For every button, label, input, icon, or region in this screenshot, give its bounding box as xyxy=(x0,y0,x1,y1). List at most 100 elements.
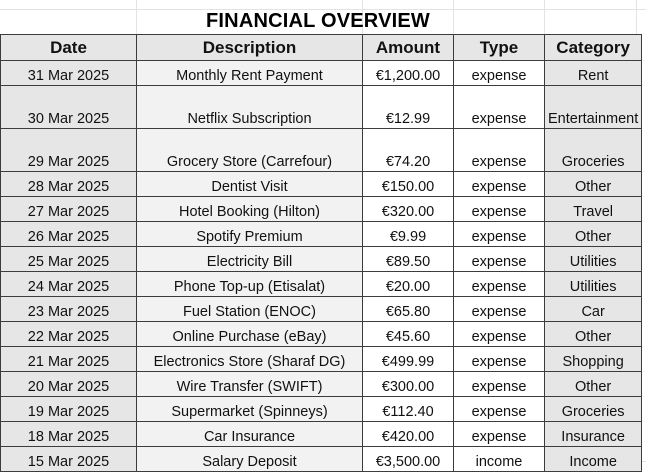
table-row: 20 Mar 2025 Wire Transfer (SWIFT) €300.00 e… xyxy=(0,371,643,397)
category-cell[interactable]: Rent xyxy=(543,60,643,86)
type-cell[interactable]: expense xyxy=(453,128,545,172)
description-cell[interactable]: Supermarket (Spinneys) xyxy=(136,396,363,422)
date-cell[interactable]: 27 Mar 2025 xyxy=(0,196,137,222)
type-cell[interactable]: expense xyxy=(453,396,545,422)
column-header-type[interactable]: Type xyxy=(453,34,545,61)
table-row: 31 Mar 2025 Monthly Rent Payment €1,200.00… xyxy=(0,60,643,86)
description-cell[interactable]: Hotel Booking (Hilton) xyxy=(136,196,363,222)
sheet-title[interactable]: FINANCIAL OVERVIEW xyxy=(206,10,430,32)
date-cell[interactable]: 15 Mar 2025 xyxy=(0,446,137,472)
amount-cell[interactable]: €420.00 xyxy=(362,421,454,447)
category-cell[interactable]: Groceries xyxy=(543,128,643,172)
type-cell[interactable]: expense xyxy=(453,196,545,222)
category-cell[interactable]: Income xyxy=(543,446,643,472)
date-cell[interactable]: 24 Mar 2025 xyxy=(0,271,137,297)
amount-cell[interactable]: €112.40 xyxy=(362,396,454,422)
table-row: 25 Mar 2025 Electricity Bill €89.50 expense… xyxy=(0,246,643,272)
description-cell[interactable]: Electricity Bill xyxy=(136,246,363,272)
type-cell[interactable]: expense xyxy=(453,321,545,347)
column-header-category[interactable]: Category xyxy=(543,34,643,61)
description-cell[interactable]: Salary Deposit xyxy=(136,446,363,472)
column-header-date[interactable]: Date xyxy=(0,34,137,61)
type-cell[interactable]: expense xyxy=(453,271,545,297)
date-cell[interactable]: 28 Mar 2025 xyxy=(0,171,137,197)
table-row: 28 Mar 2025 Dentist Visit €150.00 expense Ot… xyxy=(0,171,643,197)
table-row: 18 Mar 2025 Car Insurance €420.00 expense In… xyxy=(0,421,643,447)
date-cell[interactable]: 26 Mar 2025 xyxy=(0,221,137,247)
description-cell[interactable]: Netflix Subscription xyxy=(136,85,363,129)
date-cell[interactable]: 18 Mar 2025 xyxy=(0,421,137,447)
date-cell[interactable]: 22 Mar 2025 xyxy=(0,321,137,347)
type-cell[interactable]: expense xyxy=(453,221,545,247)
date-cell[interactable]: 29 Mar 2025 xyxy=(0,128,137,172)
table-row: 21 Mar 2025 Electronics Store (Sharaf DG)… xyxy=(0,346,643,372)
date-cell[interactable]: 20 Mar 2025 xyxy=(0,371,137,397)
description-cell[interactable]: Wire Transfer (SWIFT) xyxy=(136,371,363,397)
description-cell[interactable]: Monthly Rent Payment xyxy=(136,60,363,86)
amount-cell[interactable]: €65.80 xyxy=(362,296,454,322)
type-cell[interactable]: expense xyxy=(453,171,545,197)
category-cell[interactable]: Other xyxy=(543,171,643,197)
type-cell[interactable]: income xyxy=(453,446,545,472)
amount-cell[interactable]: €300.00 xyxy=(362,371,454,397)
table-row: 27 Mar 2025 Hotel Booking (Hilton) €320.00… xyxy=(0,196,643,222)
amount-cell[interactable]: €74.20 xyxy=(362,128,454,172)
type-cell[interactable]: expense xyxy=(453,296,545,322)
type-cell[interactable]: expense xyxy=(453,246,545,272)
table-row: 15 Mar 2025 Salary Deposit €3,500.00 income… xyxy=(0,446,643,472)
amount-cell[interactable]: €320.00 xyxy=(362,196,454,222)
description-cell[interactable]: Dentist Visit xyxy=(136,171,363,197)
type-cell[interactable]: expense xyxy=(453,346,545,372)
date-cell[interactable]: 30 Mar 2025 xyxy=(0,85,137,129)
description-cell[interactable]: Spotify Premium xyxy=(136,221,363,247)
amount-cell[interactable]: €20.00 xyxy=(362,271,454,297)
description-cell[interactable]: Electronics Store (Sharaf DG) xyxy=(136,346,363,372)
table-row: 23 Mar 2025 Fuel Station (ENOC) €65.80 expe… xyxy=(0,296,643,322)
category-cell[interactable]: Entertainment xyxy=(543,85,643,129)
description-cell[interactable]: Grocery Store (Carrefour) xyxy=(136,128,363,172)
category-cell[interactable]: Utilities xyxy=(543,246,643,272)
amount-cell[interactable]: €9.99 xyxy=(362,221,454,247)
category-cell[interactable]: Shopping xyxy=(543,346,643,372)
category-cell[interactable]: Other xyxy=(543,221,643,247)
amount-cell[interactable]: €150.00 xyxy=(362,171,454,197)
date-cell[interactable]: 25 Mar 2025 xyxy=(0,246,137,272)
table-row: 24 Mar 2025 Phone Top-up (Etisalat) €20.00… xyxy=(0,271,643,297)
table-row: 22 Mar 2025 Online Purchase (eBay) €45.60 e… xyxy=(0,321,643,347)
category-cell[interactable]: Utilities xyxy=(543,271,643,297)
type-cell[interactable]: expense xyxy=(453,371,545,397)
description-cell[interactable]: Online Purchase (eBay) xyxy=(136,321,363,347)
amount-cell[interactable]: €1,200.00 xyxy=(362,60,454,86)
amount-cell[interactable]: €3,500.00 xyxy=(362,446,454,472)
amount-cell[interactable]: €45.60 xyxy=(362,321,454,347)
type-cell[interactable]: expense xyxy=(453,60,545,86)
category-cell[interactable]: Travel xyxy=(543,196,643,222)
category-cell[interactable]: Groceries xyxy=(543,396,643,422)
date-cell[interactable]: 31 Mar 2025 xyxy=(0,60,137,86)
column-header-description[interactable]: Description xyxy=(136,34,363,61)
type-cell[interactable]: expense xyxy=(453,421,545,447)
category-cell[interactable]: Other xyxy=(543,321,643,347)
date-cell[interactable]: 23 Mar 2025 xyxy=(0,296,137,322)
category-cell[interactable]: Car xyxy=(543,296,643,322)
header-row: Date Description Amount Type Category xyxy=(0,34,643,61)
category-cell[interactable]: Insurance xyxy=(543,421,643,447)
table-row: 26 Mar 2025 Spotify Premium €9.99 expense Ot… xyxy=(0,221,643,247)
transactions-table: Date Description Amount Type Category 31… xyxy=(0,34,643,472)
table-row: 29 Mar 2025 Grocery Store (Carrefour) €74.… xyxy=(0,128,643,172)
description-cell[interactable]: Phone Top-up (Etisalat) xyxy=(136,271,363,297)
date-cell[interactable]: 21 Mar 2025 xyxy=(0,346,137,372)
date-cell[interactable]: 19 Mar 2025 xyxy=(0,396,137,422)
description-cell[interactable]: Car Insurance xyxy=(136,421,363,447)
category-cell[interactable]: Other xyxy=(543,371,643,397)
table-row: 30 Mar 2025 Netflix Subscription €12.99 exp… xyxy=(0,85,643,129)
amount-cell[interactable]: €499.99 xyxy=(362,346,454,372)
amount-cell[interactable]: €89.50 xyxy=(362,246,454,272)
description-cell[interactable]: Fuel Station (ENOC) xyxy=(136,296,363,322)
type-cell[interactable]: expense xyxy=(453,85,545,129)
grid-row-line xyxy=(0,9,646,10)
table-row: 19 Mar 2025 Supermarket (Spinneys) €112.40… xyxy=(0,396,643,422)
amount-cell[interactable]: €12.99 xyxy=(362,85,454,129)
column-header-amount[interactable]: Amount xyxy=(362,34,454,61)
